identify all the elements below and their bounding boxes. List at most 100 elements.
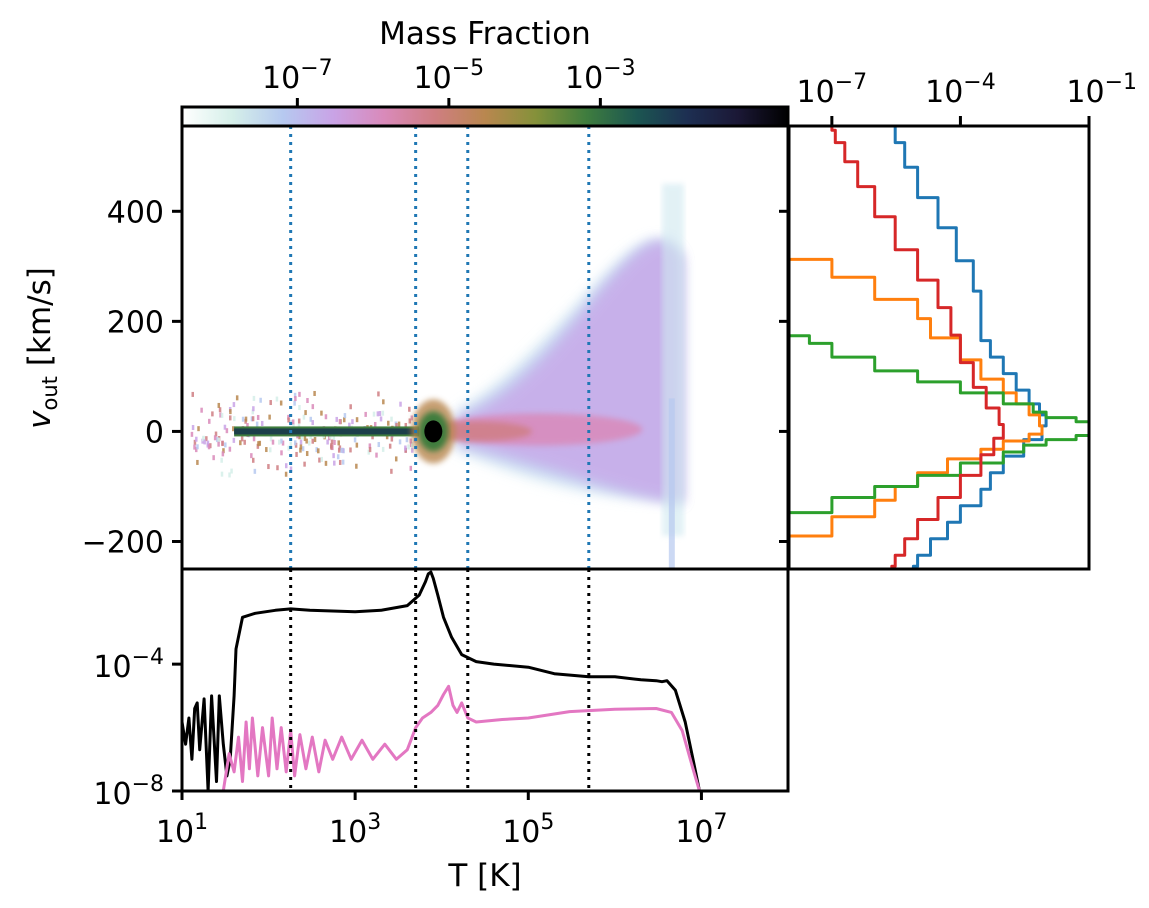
heatmap-pixel (223, 424, 227, 430)
side-tick-label: 10−4 (925, 70, 996, 110)
heatmap-pixel (303, 436, 307, 442)
heatmap-pixel (225, 428, 229, 434)
colorbar-ticks: 10−7 10−5 10−3 (262, 56, 636, 107)
heatmap-pixel (279, 400, 283, 406)
heatmap-pixel (337, 447, 341, 453)
heatmap-pixel (294, 396, 297, 402)
x-tick-label: 103 (329, 810, 381, 850)
y-tick-label: 400 (107, 195, 164, 230)
heatmap-pixel (381, 446, 385, 452)
side-tick-label-base: 10 (1066, 75, 1104, 110)
heatmap-pixel (255, 421, 259, 427)
heatmap-pixel (258, 440, 262, 446)
heatmap-pixel (330, 439, 334, 445)
heatmap-pixel (228, 446, 232, 452)
heatmap-pixel (205, 436, 208, 442)
heatmap-pixel (220, 471, 224, 477)
heatmap-pixel (224, 442, 227, 448)
colorbar-tick-label: 10−5 (414, 56, 485, 96)
heatmap-pixel (410, 415, 414, 421)
x-tick-label: 101 (156, 810, 208, 850)
heatmap-pixel (221, 451, 225, 457)
heatmap-pixel (293, 400, 296, 406)
heatmap-pixel (216, 437, 219, 443)
heatmap-pixel (390, 436, 394, 442)
heatmap-pixel (259, 397, 262, 403)
heatmap-pixel (299, 444, 303, 450)
heatmap-pixel (373, 421, 377, 427)
heatmap-pixel (301, 446, 305, 452)
heatmap-pixel (295, 451, 298, 457)
heatmap-pixel (404, 422, 408, 428)
heatmap-pixel (246, 423, 249, 429)
heatmap-pixel (306, 398, 309, 404)
heatmap-pixel (297, 418, 301, 424)
heatmap-pixel (299, 439, 303, 445)
heatmap-pixel (311, 420, 314, 426)
heatmap-pixel (390, 416, 393, 422)
heatmap-pixel (212, 455, 215, 461)
heatmap-pixel (338, 419, 342, 425)
heatmap-pixel (230, 468, 233, 474)
heatmap-pixel (381, 410, 385, 416)
heatmap-pixel (287, 414, 290, 420)
heatmap-pixel (260, 420, 264, 426)
heatmap-pixel (203, 439, 206, 445)
colorbar-label: Mass Fraction (379, 16, 591, 52)
heatmap-pixel (311, 438, 314, 444)
x-tick-label-exp: 3 (367, 810, 381, 835)
heatmap-pixel (298, 434, 301, 440)
heatmap-pixel (284, 471, 288, 477)
main-vlines (289, 126, 591, 569)
heatmap-pixel (372, 411, 376, 417)
peak-core (424, 420, 443, 443)
heatmap-pixel (289, 441, 293, 447)
heatmap-density (190, 183, 684, 569)
x-tick-label-exp: 1 (194, 810, 208, 835)
side-tick-label-exp: −1 (1105, 70, 1137, 95)
heatmap-pixel (229, 409, 232, 415)
heatmap-pixel (411, 447, 414, 453)
ylabel-sub: out (38, 376, 62, 410)
heatmap-pixel (252, 395, 256, 401)
side-tick-label-exp: −7 (835, 70, 867, 95)
heatmap-pixel (341, 459, 345, 465)
heatmap-pixel (408, 406, 411, 412)
y-axis-label: vout [km/s] (22, 267, 62, 429)
heatmap-pixel (278, 439, 281, 445)
x-tick-label-exp: 7 (714, 810, 728, 835)
heatmap-pixel (292, 423, 295, 429)
heatmap-pixel (257, 441, 260, 447)
colorbar-tick-label-exp: −5 (452, 56, 484, 81)
heatmap-pixel (256, 414, 260, 420)
heatmap-pixel (355, 442, 359, 448)
heatmap-pixel (213, 435, 217, 441)
heatmap-pixel (220, 412, 224, 418)
heatmap-pixel (379, 416, 383, 422)
heatmap-pixel (275, 396, 279, 402)
heatmap-pixel (303, 461, 306, 467)
heatmap-pixel (252, 457, 255, 463)
heatmap-pixel (338, 459, 342, 465)
heatmap-pixel (219, 412, 222, 418)
x-tick-label: 105 (502, 810, 554, 850)
x-tick-label-base: 10 (156, 815, 194, 850)
heatmap-pixel (376, 411, 380, 417)
heatmap-pixel (367, 449, 371, 455)
series-line (221, 684, 701, 791)
bottom-panel-frame (180, 567, 790, 793)
series-line (893, 126, 1048, 569)
heatmap-pixel (405, 437, 409, 443)
series-line (182, 570, 701, 791)
heatmap-pixel (271, 439, 275, 445)
heatmap-pixel (195, 436, 198, 442)
heatmap-pixel (293, 392, 297, 398)
heatmap-pixel (315, 447, 318, 453)
ylabel-unit: [km/s] (22, 267, 58, 366)
heatmap-pixel (388, 443, 392, 449)
heatmap-pixel (343, 417, 346, 423)
heatmap-pixel (317, 448, 320, 454)
heatmap-pixel (267, 464, 270, 470)
heatmap-pixel (269, 400, 272, 406)
side-panel-lines (789, 126, 1089, 569)
